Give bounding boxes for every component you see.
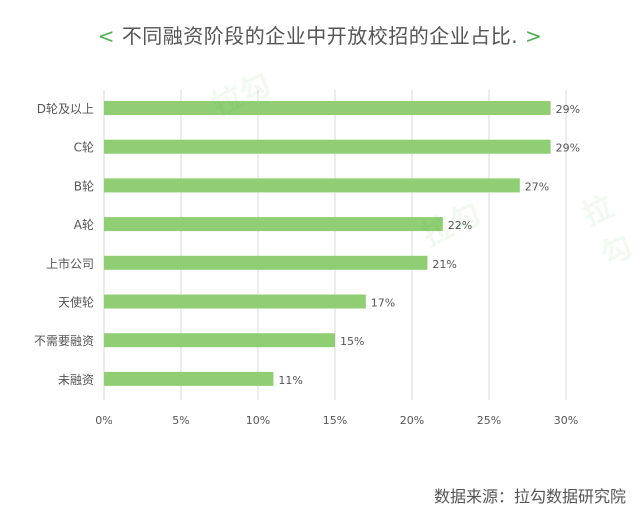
data-source: 数据来源：拉勾数据研究院: [433, 487, 626, 506]
value-label: 22%: [448, 219, 472, 232]
value-label: 29%: [556, 142, 580, 155]
x-tick-label: 5%: [172, 414, 189, 427]
value-label: 11%: [278, 374, 302, 387]
x-tick-label: 25%: [477, 414, 501, 427]
title-right-bracket[interactable]: >: [525, 24, 543, 48]
category-label: 未融资: [58, 373, 94, 387]
title-text: 不同融资阶段的企业中开放校招的企业占比.: [121, 24, 519, 48]
x-tick-label: 15%: [323, 414, 347, 427]
chart-title: < 不同融资阶段的企业中开放校招的企业占比. >: [0, 20, 640, 49]
x-tick-label: 0%: [95, 414, 112, 427]
x-tick-label: 10%: [246, 414, 270, 427]
bar: [104, 333, 335, 348]
bar: [104, 178, 520, 193]
bar: [104, 255, 428, 270]
value-label: 27%: [525, 180, 549, 193]
bar: [104, 139, 551, 154]
category-label: A轮: [74, 218, 94, 232]
category-label: D轮及以上: [37, 102, 94, 116]
title-left-bracket[interactable]: <: [97, 24, 115, 48]
bar: [104, 294, 366, 309]
category-label: 天使轮: [58, 295, 94, 310]
x-tick-label: 20%: [400, 414, 424, 427]
bar: [104, 217, 443, 232]
x-tick-label: 30%: [554, 414, 578, 427]
category-label: 不需要融资: [34, 334, 94, 348]
bar: [104, 101, 551, 115]
category-label: 上市公司: [46, 256, 94, 271]
value-label: 17%: [371, 297, 395, 310]
bar: [104, 371, 274, 386]
category-label: C轮: [74, 141, 94, 155]
value-label: 15%: [340, 335, 364, 348]
value-label: 21%: [432, 258, 456, 271]
value-label: 29%: [556, 103, 580, 116]
category-label: B轮: [74, 179, 94, 193]
